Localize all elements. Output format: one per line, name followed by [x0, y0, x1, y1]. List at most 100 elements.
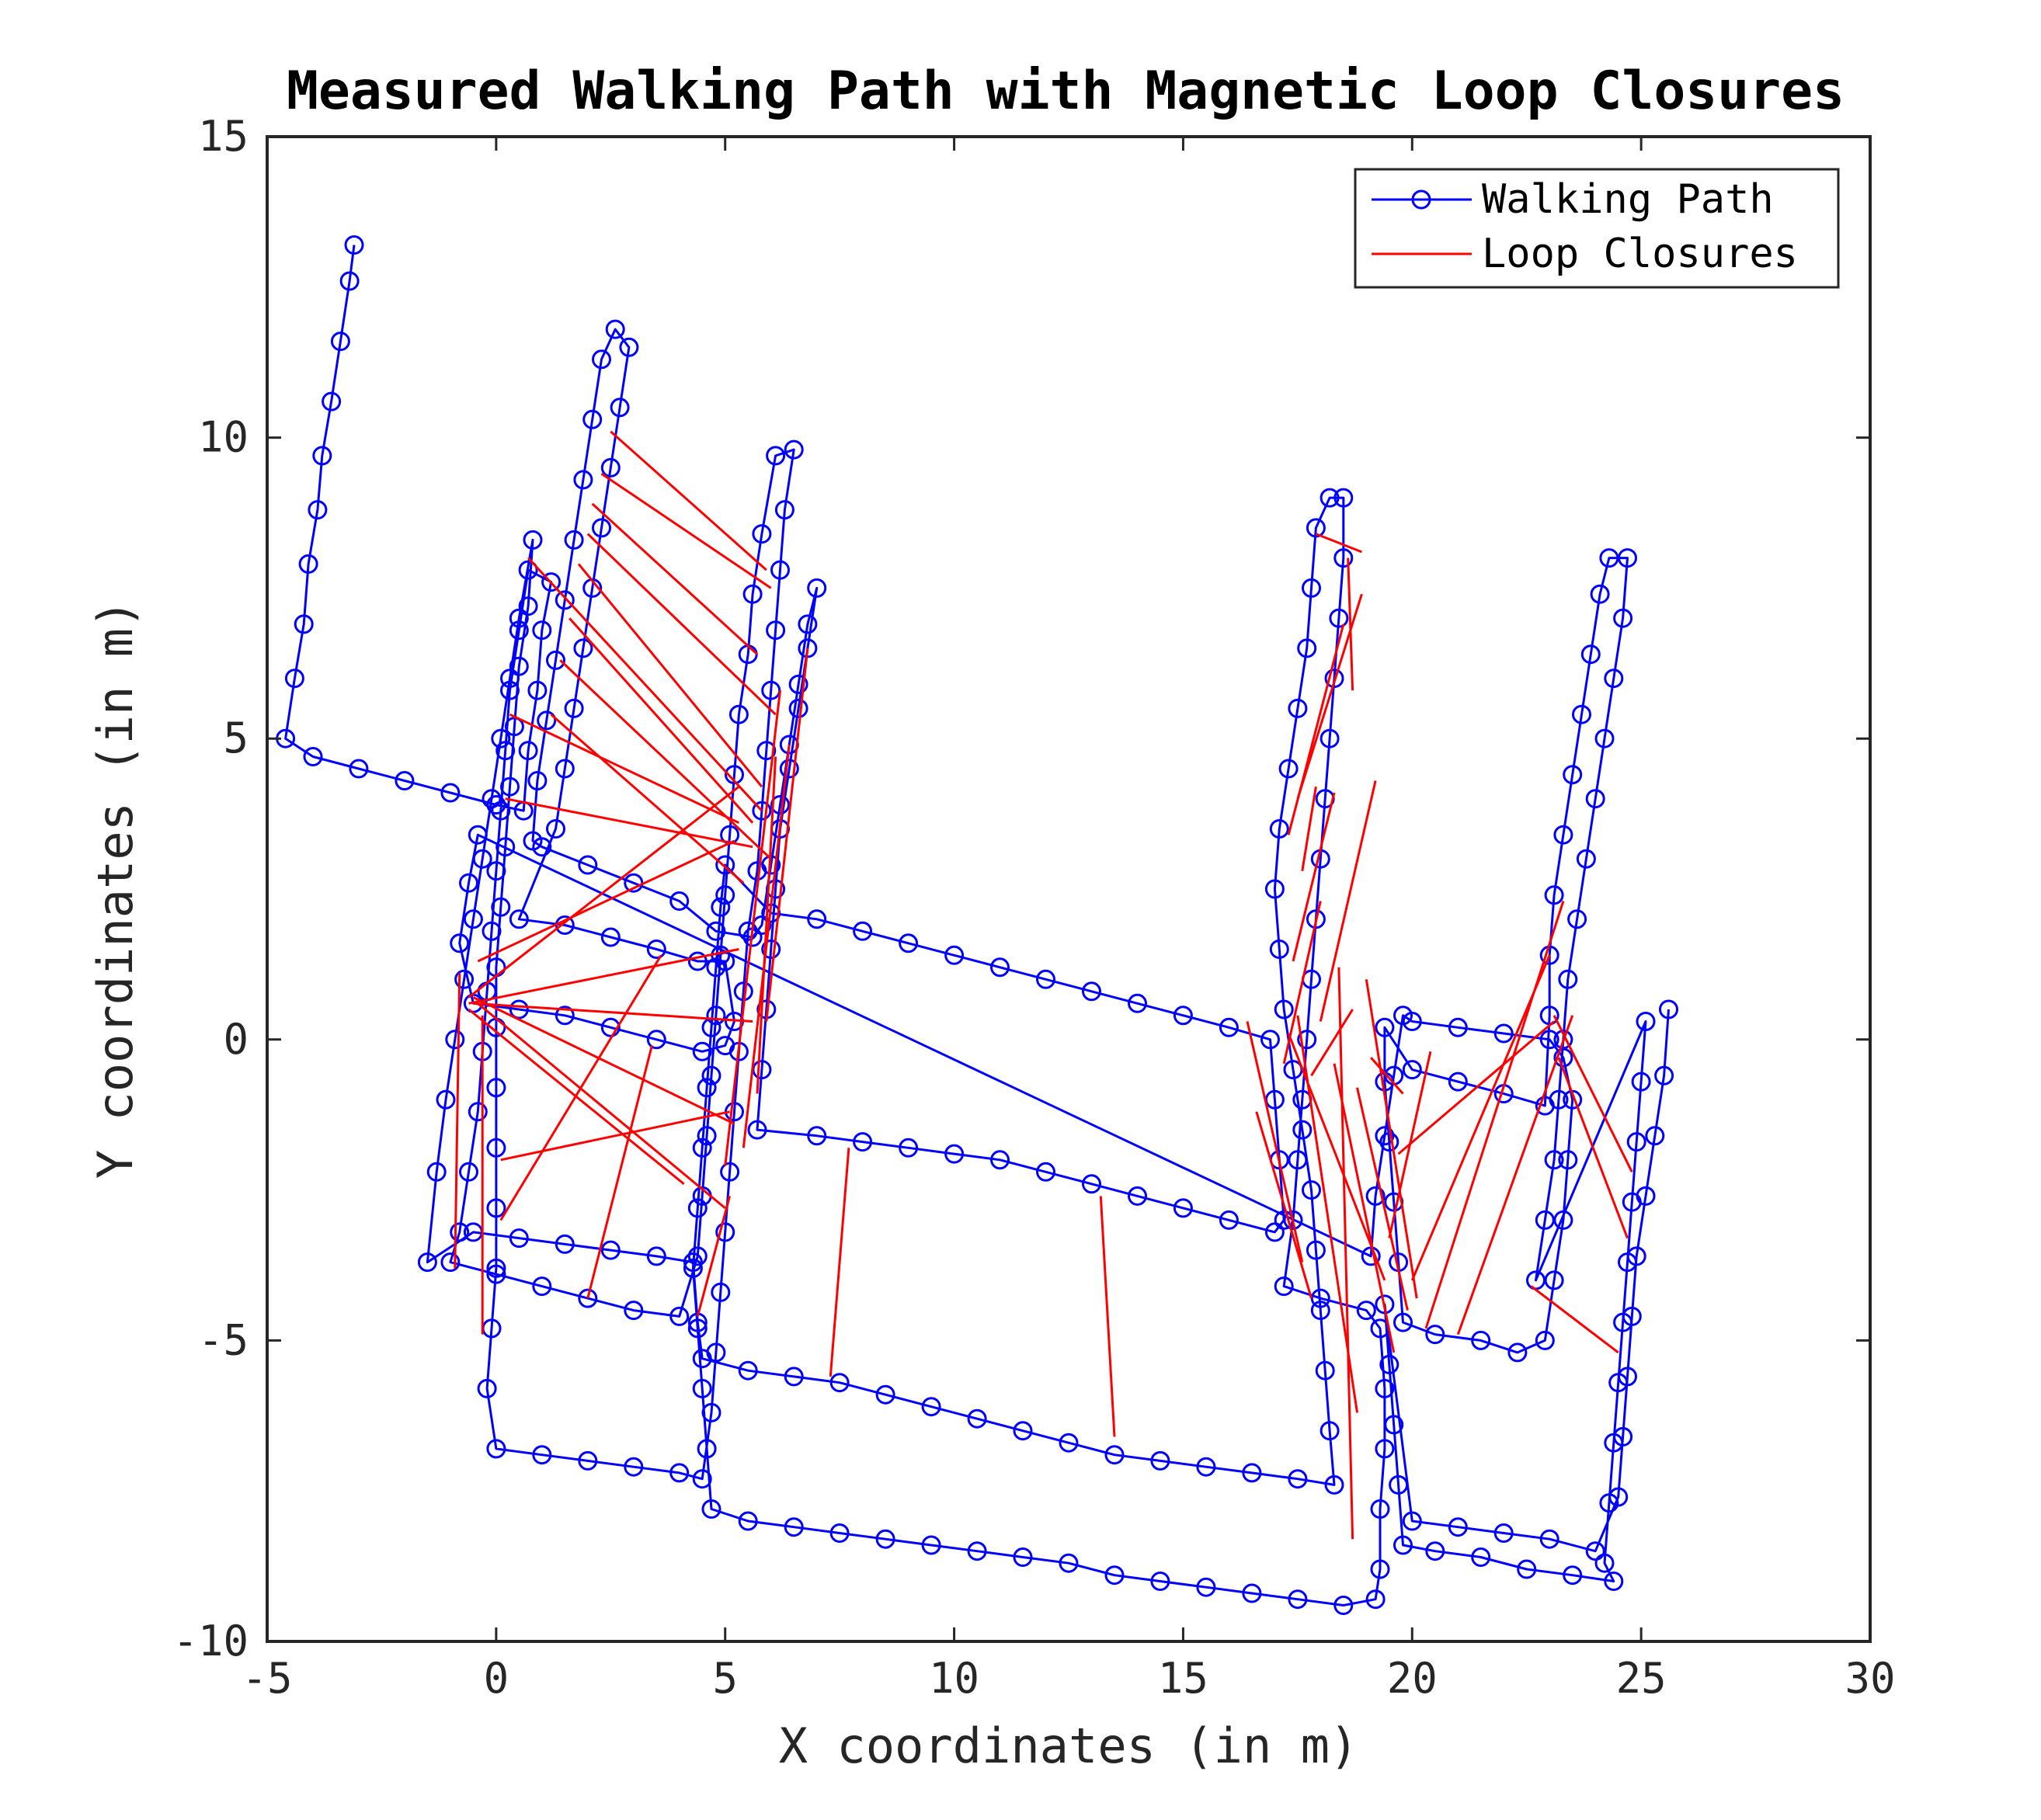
path-point: [1389, 1474, 1409, 1495]
path-point: [1448, 1017, 1468, 1037]
path-point: [725, 765, 744, 785]
path-point: [546, 819, 565, 839]
walking-path-markers: [276, 235, 1678, 1615]
path-point: [1310, 1301, 1330, 1321]
path-point: [1493, 1523, 1514, 1543]
loop-closure-segment: [577, 563, 763, 788]
path-point: [1448, 1072, 1468, 1092]
path-point: [899, 1138, 919, 1158]
x-tick-label: 15: [1158, 1654, 1208, 1703]
loop-closure-segment: [559, 659, 772, 860]
path-point: [578, 1450, 598, 1471]
path-point: [450, 1222, 470, 1242]
path-point: [1599, 548, 1619, 568]
path-point: [829, 1523, 850, 1543]
path-point: [426, 1162, 447, 1182]
path-point: [706, 1006, 726, 1026]
loop-closure-segment: [1557, 1057, 1629, 1239]
path-point: [738, 1511, 758, 1531]
path-point: [1535, 1210, 1555, 1230]
path-point: [967, 1541, 987, 1561]
path-point: [491, 897, 511, 917]
path-point: [573, 638, 593, 658]
path-point: [1493, 1023, 1514, 1044]
loop-closure-segment: [454, 973, 461, 1269]
path-point: [766, 446, 786, 466]
path-point: [582, 409, 603, 429]
path-point: [564, 698, 584, 718]
loop-closure-segment: [1370, 1057, 1404, 1095]
path-point: [669, 1306, 690, 1326]
path-point: [509, 999, 529, 1019]
path-point: [1626, 1132, 1646, 1152]
path-point: [349, 759, 369, 779]
path-point: [788, 674, 808, 694]
path-point: [518, 596, 538, 617]
path-point: [518, 741, 538, 761]
path-point: [532, 620, 552, 641]
path-point: [784, 1517, 804, 1537]
path-point: [1375, 1439, 1395, 1459]
loop-closure-segment: [1255, 1111, 1313, 1299]
path-point: [1622, 1306, 1642, 1326]
path-point: [1370, 1559, 1390, 1579]
path-point: [555, 1234, 575, 1254]
path-point: [523, 831, 543, 851]
loop-closure-segment: [1365, 979, 1418, 1299]
path-point: [518, 560, 538, 580]
path-point: [1535, 1330, 1555, 1350]
path-point: [1059, 1553, 1079, 1573]
path-point: [1618, 1367, 1637, 1387]
path-point: [454, 969, 475, 989]
path-point: [1320, 488, 1340, 508]
path-point: [1196, 1457, 1216, 1477]
loop-closure-segment: [610, 430, 767, 571]
path-point: [1563, 765, 1583, 785]
path-point: [1320, 1421, 1340, 1441]
path-point: [578, 855, 598, 875]
path-point: [298, 554, 318, 574]
loop-closure-segment: [472, 996, 735, 1125]
x-tick-label: 5: [712, 1654, 738, 1703]
path-point: [1613, 1426, 1633, 1447]
path-point: [1150, 1572, 1170, 1591]
path-point: [1636, 1012, 1656, 1031]
legend-path-label: Walking Path: [1482, 176, 1774, 223]
path-point: [1402, 1012, 1422, 1031]
path-point: [624, 1301, 644, 1321]
path-point: [1594, 1553, 1615, 1573]
path-point: [1544, 885, 1564, 905]
path-point: [742, 584, 763, 604]
path-point: [339, 271, 360, 291]
path-point: [509, 909, 529, 929]
loop-closure-segment: [1292, 792, 1336, 962]
path-point: [486, 1439, 506, 1459]
loop-closure-segment: [724, 690, 781, 1166]
path-point: [1585, 1541, 1605, 1561]
path-point: [1425, 1541, 1445, 1561]
path-point: [1283, 1210, 1303, 1230]
path-point: [322, 391, 342, 412]
path-point: [697, 1078, 717, 1098]
loop-closure-segment: [1337, 967, 1354, 1540]
path-point: [687, 1318, 708, 1339]
loop-closure-segment: [473, 1002, 753, 1023]
path-point: [1448, 1517, 1468, 1537]
path-point: [486, 795, 506, 814]
path-point: [459, 873, 478, 893]
path-point: [1471, 1547, 1491, 1567]
path-point: [683, 1258, 703, 1278]
loop-closure-segment: [600, 472, 772, 589]
path-point: [330, 332, 350, 352]
path-point: [472, 849, 492, 869]
path-point: [697, 1126, 717, 1146]
path-point: [592, 518, 611, 538]
y-tick-label: -10: [172, 1617, 249, 1665]
path-point: [1173, 1198, 1193, 1218]
loop-closures: [454, 430, 1633, 1540]
path-point: [1128, 1186, 1147, 1206]
path-point: [417, 1252, 437, 1273]
path-point: [500, 680, 520, 700]
path-point: [440, 1252, 461, 1273]
